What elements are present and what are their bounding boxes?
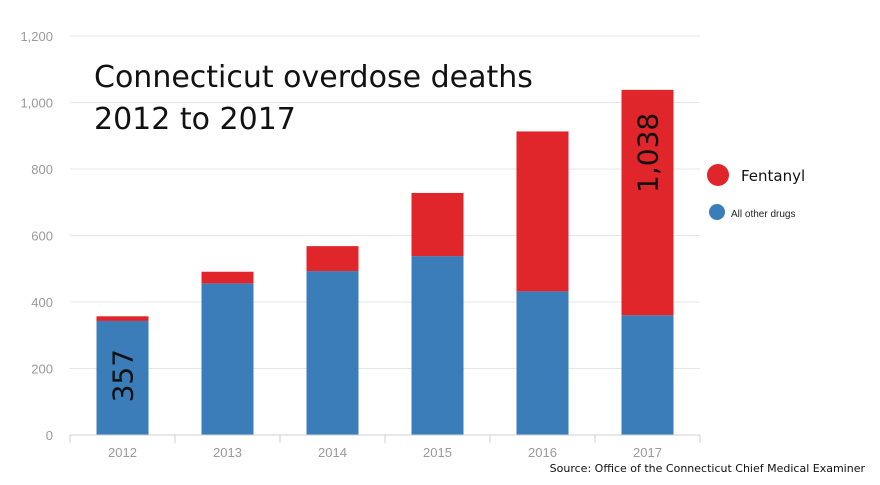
bar-all-other-drugs-2015	[411, 256, 464, 435]
bar-annotations: 357 1,038	[107, 113, 665, 403]
y-tick-label: 0	[46, 428, 53, 443]
y-tick-label: 200	[31, 362, 53, 377]
y-tick-label: 1,200	[20, 29, 53, 44]
bar-fentanyl-2015	[411, 192, 464, 257]
legend: Fentanyl All other drugs	[707, 164, 805, 220]
y-tick-label: 800	[31, 162, 53, 177]
legend-label-fentanyl: Fentanyl	[741, 167, 805, 185]
source-note: Source: Office of the Connecticut Chief …	[550, 462, 866, 475]
bar-all-other-drugs-2014	[306, 271, 359, 435]
y-tick-label: 600	[31, 229, 53, 244]
bar-fentanyl-2012	[96, 316, 149, 321]
bar-annotation-2012: 357	[107, 349, 140, 402]
x-tick-label: 2012	[108, 445, 137, 460]
x-tick-label: 2016	[528, 445, 557, 460]
bar-fentanyl-2013	[201, 271, 254, 284]
chart-title-line-2: 2012 to 2017	[94, 102, 296, 137]
y-tick-label: 1,000	[20, 96, 53, 111]
x-tick-label: 2013	[213, 445, 242, 460]
x-tick-label: 2017	[633, 445, 662, 460]
legend-swatch-fentanyl	[707, 164, 729, 186]
bars	[96, 89, 674, 435]
bar-annotation-2017: 1,038	[632, 113, 665, 193]
bar-fentanyl-2014	[306, 246, 359, 272]
y-tick-label: 400	[31, 295, 53, 310]
bar-all-other-drugs-2012	[96, 320, 149, 435]
bar-all-other-drugs-2017	[621, 315, 674, 435]
legend-swatch-other-drugs	[709, 204, 725, 220]
legend-item-fentanyl: Fentanyl	[707, 164, 805, 186]
legend-item-other-drugs: All other drugs	[709, 204, 795, 220]
grid-lines	[70, 35, 700, 369]
chart-title-line-1: Connecticut overdose deaths	[94, 60, 533, 95]
y-axis-tick-labels: 0 200 400 600 800 1,000 1,200	[20, 29, 53, 443]
bar-all-other-drugs-2013	[201, 283, 254, 435]
bar-all-other-drugs-2016	[516, 291, 569, 435]
bar-fentanyl-2017	[621, 89, 674, 316]
x-axis	[69, 434, 701, 443]
x-axis-tick-labels: 2012 2013 2014 2015 2016 2017	[108, 445, 662, 460]
x-tick-label: 2015	[423, 445, 452, 460]
bar-fentanyl-2016	[516, 131, 569, 292]
x-tick-label: 2014	[318, 445, 347, 460]
legend-label-other-drugs: All other drugs	[731, 209, 795, 220]
chart-title: Connecticut overdose deaths 2012 to 2017	[94, 60, 533, 137]
